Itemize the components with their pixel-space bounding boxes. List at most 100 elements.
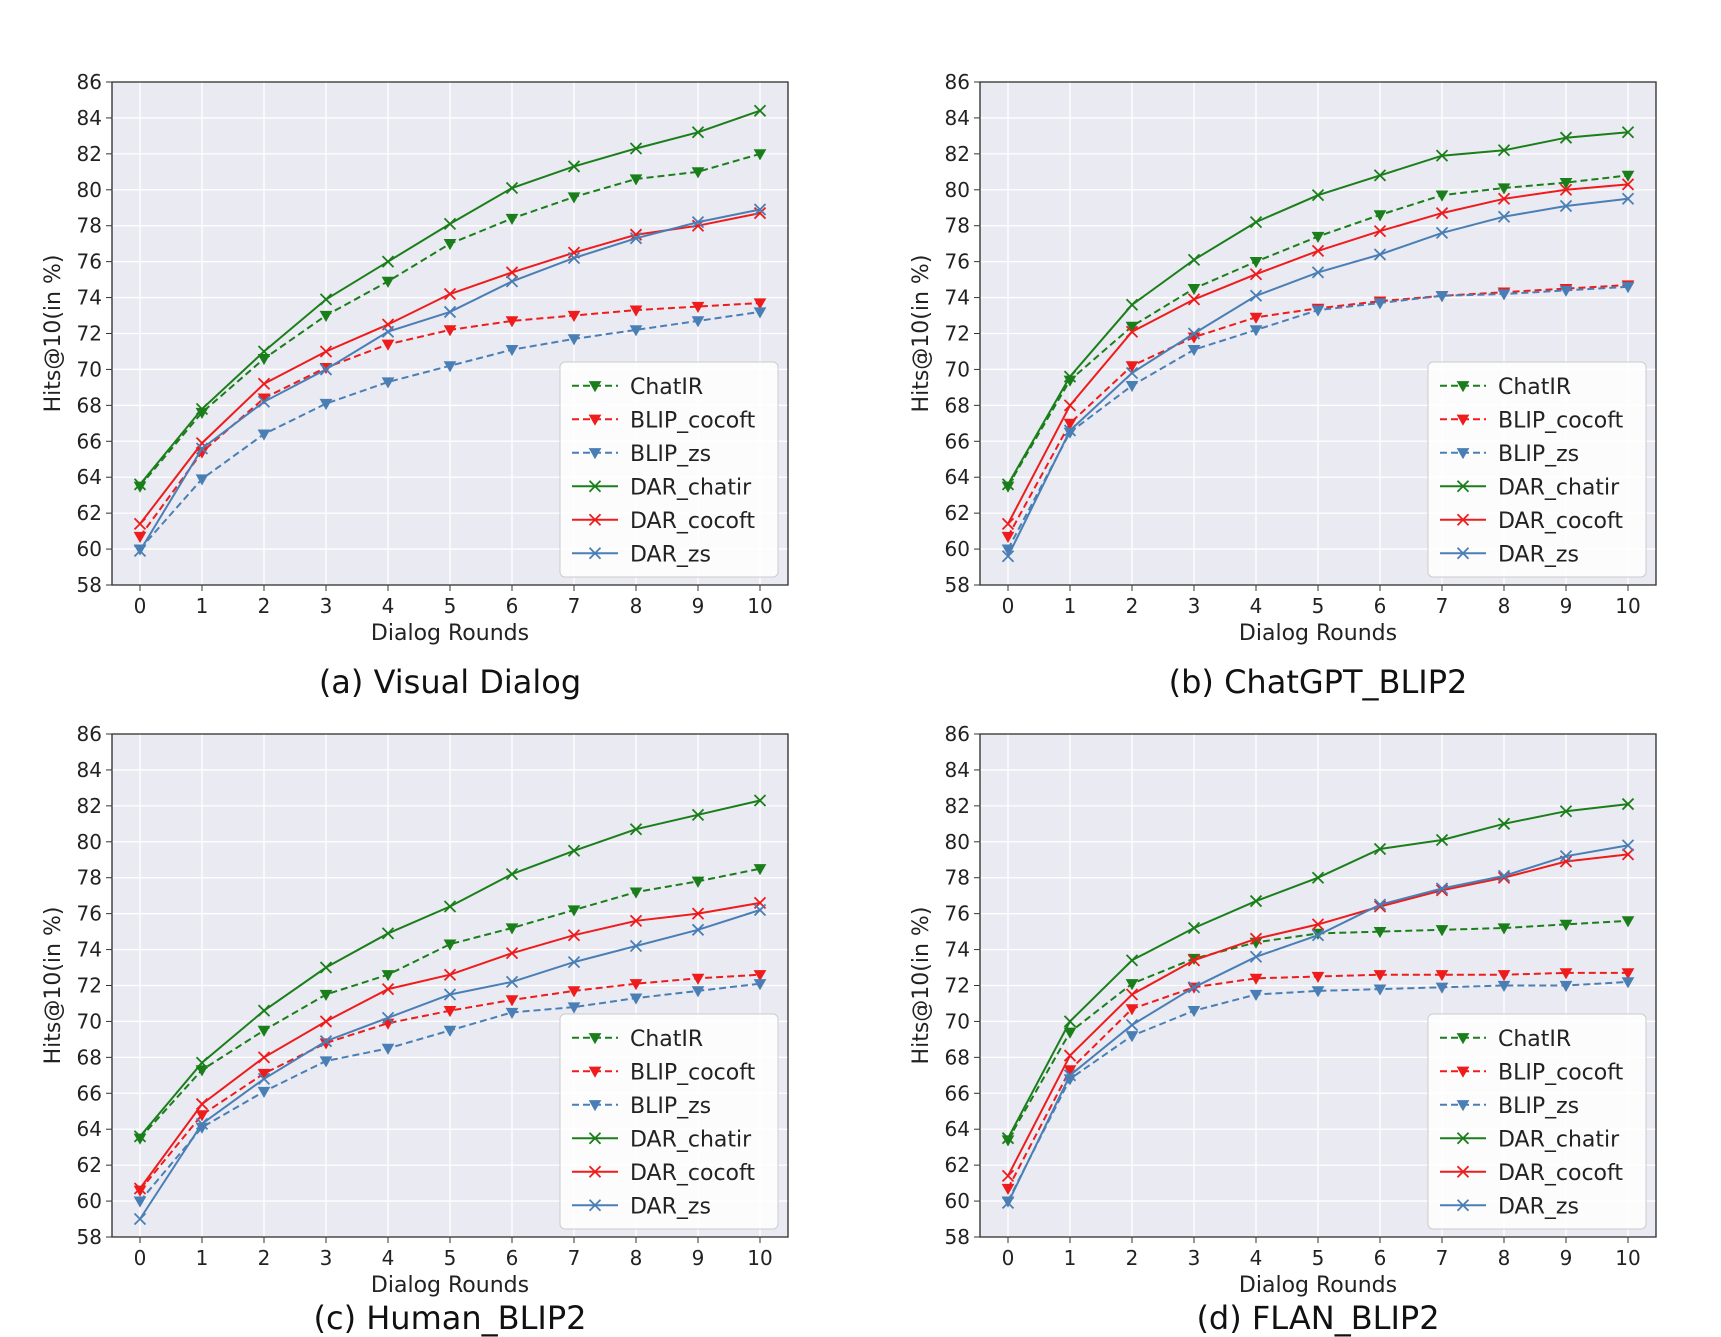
data-point-dar-cocoft bbox=[257, 1051, 271, 1064]
x-tick-label: 6 bbox=[1374, 594, 1387, 618]
data-point-dar-zs bbox=[257, 1072, 271, 1086]
data-point-dar-cocoft bbox=[1063, 1049, 1077, 1062]
data-point-dar-zs bbox=[1249, 289, 1263, 302]
data-point-dar-chatir bbox=[567, 844, 581, 857]
data-point-dar-zs bbox=[1621, 839, 1635, 852]
data-point-dar-chatir bbox=[1497, 144, 1511, 157]
y-tick-label: 80 bbox=[77, 178, 102, 202]
data-point-dar-zs bbox=[1373, 248, 1387, 261]
data-point-blip-zs bbox=[381, 1043, 395, 1055]
legend-marker-blip-cocoft bbox=[1456, 1066, 1470, 1078]
data-point-dar-zs bbox=[1373, 898, 1387, 911]
data-point-dar-zs bbox=[195, 1117, 209, 1130]
legend-label-dar-cocoft: DAR_cocoft bbox=[1498, 509, 1623, 534]
legend-label-blip-zs: BLIP_zs bbox=[630, 1094, 711, 1119]
y-tick-label: 70 bbox=[77, 1009, 102, 1033]
data-point-chatir bbox=[381, 276, 395, 288]
y-tick-label: 74 bbox=[77, 938, 102, 962]
data-point-blip-zs bbox=[505, 1007, 519, 1019]
data-point-chatir bbox=[1187, 283, 1201, 296]
y-tick-label: 58 bbox=[77, 1225, 102, 1249]
x-axis-title: Dialog Rounds bbox=[371, 621, 529, 646]
data-point-blip-cocoft bbox=[443, 1006, 457, 1018]
series-dar-zs bbox=[133, 903, 767, 1226]
data-point-dar-chatir bbox=[1373, 842, 1387, 856]
data-point-dar-cocoft bbox=[691, 907, 705, 920]
x-tick-label: 9 bbox=[1560, 1246, 1573, 1270]
data-point-blip-cocoft bbox=[1001, 1183, 1015, 1196]
data-point-chatir bbox=[691, 876, 705, 888]
data-point-blip-cocoft bbox=[1001, 531, 1015, 544]
legend-marker-blip-zs bbox=[588, 448, 602, 460]
data-point-dar-cocoft bbox=[1621, 848, 1635, 861]
data-point-dar-zs bbox=[567, 251, 581, 265]
data-point-dar-zs bbox=[133, 544, 147, 558]
data-point-blip-cocoft bbox=[691, 973, 705, 985]
data-point-blip-cocoft bbox=[1373, 970, 1387, 982]
data-point-dar-zs bbox=[691, 923, 705, 936]
data-point-blip-zs bbox=[505, 345, 519, 357]
data-point-dar-chatir bbox=[1063, 1015, 1077, 1028]
legend-label-chatir: ChatIR bbox=[1498, 375, 1571, 400]
data-point-dar-cocoft bbox=[1311, 918, 1325, 931]
y-tick-label: 84 bbox=[77, 106, 102, 130]
data-point-chatir bbox=[1621, 916, 1635, 928]
data-point-dar-cocoft bbox=[443, 287, 457, 301]
data-point-dar-zs bbox=[319, 363, 333, 376]
data-point-dar-zs bbox=[629, 939, 643, 953]
x-tick-label: 10 bbox=[1615, 1246, 1640, 1270]
series-dar-zs bbox=[1001, 192, 1635, 563]
legend-marker-dar-chatir bbox=[1456, 1132, 1470, 1145]
y-tick-label: 78 bbox=[77, 866, 102, 890]
data-point-blip-cocoft bbox=[1063, 1065, 1077, 1077]
data-point-blip-cocoft bbox=[195, 1110, 209, 1122]
data-point-dar-cocoft bbox=[1497, 192, 1511, 205]
data-point-blip-zs bbox=[1559, 285, 1573, 297]
x-axis-title: Dialog Rounds bbox=[1239, 621, 1397, 646]
series-dar-chatir bbox=[1001, 126, 1635, 491]
data-point-chatir bbox=[1621, 170, 1635, 182]
data-point-chatir bbox=[1125, 321, 1139, 333]
legend-label-dar-chatir: DAR_chatir bbox=[1498, 1127, 1620, 1152]
data-point-blip-cocoft bbox=[567, 310, 581, 323]
series-blip-cocoft bbox=[133, 970, 767, 1197]
legend-marker-dar-cocoft bbox=[588, 1165, 602, 1178]
y-tick-label: 78 bbox=[945, 214, 970, 238]
data-point-blip-cocoft bbox=[1435, 970, 1449, 982]
y-tick-label: 68 bbox=[945, 1045, 970, 1069]
y-tick-label: 84 bbox=[77, 758, 102, 782]
series-dar-chatir bbox=[1001, 797, 1635, 1145]
data-point-blip-zs bbox=[1249, 325, 1263, 337]
data-point-chatir bbox=[1373, 210, 1387, 222]
data-point-dar-chatir bbox=[567, 160, 581, 173]
data-point-blip-cocoft bbox=[1125, 361, 1139, 373]
data-point-dar-chatir bbox=[381, 255, 395, 268]
y-tick-label: 76 bbox=[77, 902, 102, 926]
data-point-dar-zs bbox=[443, 305, 457, 319]
data-point-dar-chatir bbox=[257, 1004, 271, 1017]
y-tick-label: 58 bbox=[945, 1225, 970, 1249]
data-point-dar-zs bbox=[753, 903, 767, 917]
y-axis-title: Hits@10(in %) bbox=[41, 255, 66, 413]
x-tick-label: 10 bbox=[1615, 594, 1640, 618]
x-tick-label: 3 bbox=[1188, 1246, 1201, 1270]
data-point-blip-zs bbox=[257, 1086, 271, 1098]
y-tick-label: 80 bbox=[945, 178, 970, 202]
data-point-blip-zs bbox=[443, 361, 457, 373]
legend-label-blip-zs: BLIP_zs bbox=[630, 442, 711, 467]
x-tick-label: 4 bbox=[382, 1246, 395, 1270]
series-dar-zs bbox=[1001, 839, 1635, 1210]
data-point-blip-zs bbox=[1497, 980, 1511, 993]
data-point-dar-chatir bbox=[1621, 126, 1635, 139]
legend-box bbox=[1427, 1013, 1647, 1230]
panel-caption: (c) Human_BLIP2 bbox=[313, 1299, 586, 1337]
data-point-dar-chatir bbox=[1125, 298, 1139, 311]
legend-label-blip-cocoft: BLIP_cocoft bbox=[630, 408, 756, 433]
data-point-dar-zs bbox=[381, 325, 395, 338]
data-point-dar-zs bbox=[195, 442, 209, 455]
y-tick-label: 62 bbox=[945, 501, 970, 525]
x-tick-label: 5 bbox=[444, 594, 457, 618]
data-point-chatir bbox=[505, 923, 519, 935]
data-point-dar-chatir bbox=[1497, 817, 1511, 830]
